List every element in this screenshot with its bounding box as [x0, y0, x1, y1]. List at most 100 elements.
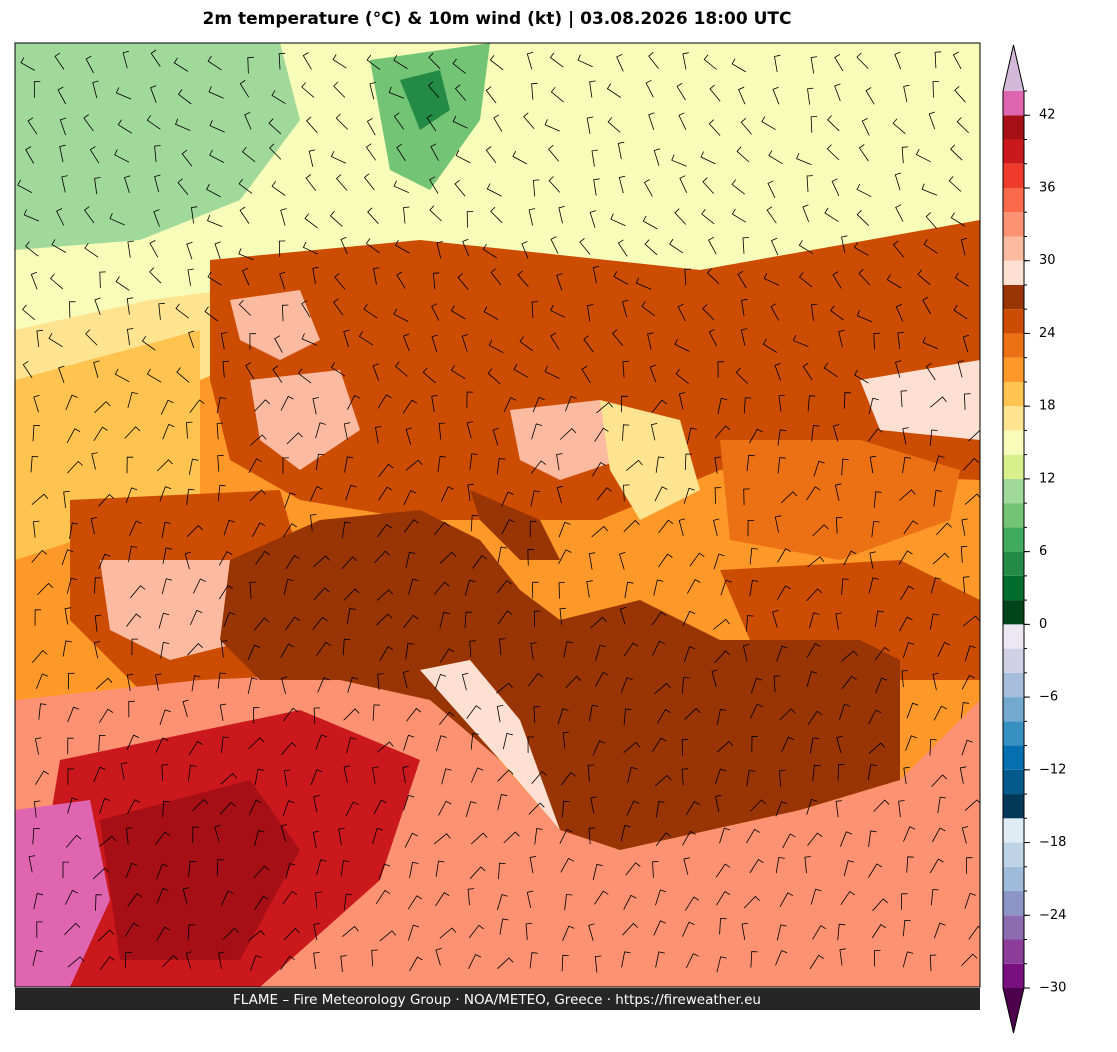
wind-barb	[807, 832, 823, 846]
wind-barb	[376, 613, 393, 626]
wind-barb	[743, 488, 750, 506]
wind-barb	[899, 616, 913, 632]
wind-barb	[376, 523, 392, 538]
wind-barb	[901, 146, 909, 164]
wind-barb	[928, 111, 936, 130]
wind-barb	[588, 827, 596, 845]
wind-barb	[703, 54, 717, 70]
colorbar-tick-label: −12	[1039, 762, 1066, 777]
wind-barb	[806, 175, 814, 192]
wind-barb	[470, 733, 479, 750]
colorbar-band	[1003, 357, 1024, 382]
wind-barb	[810, 888, 822, 905]
wind-barb	[964, 892, 976, 909]
colorbar-band	[1003, 91, 1024, 116]
wind-barb	[715, 794, 722, 813]
wind-barb	[560, 772, 576, 786]
wind-barb	[905, 735, 918, 751]
wind-barb	[963, 393, 971, 410]
wind-barb	[93, 360, 100, 379]
wind-barb	[461, 672, 469, 691]
wind-barb	[923, 239, 938, 254]
wind-barb	[676, 82, 686, 101]
wind-barb	[54, 52, 65, 70]
wind-barb	[773, 675, 781, 693]
wind-barb	[220, 890, 234, 906]
wind-barb	[588, 923, 595, 941]
wind-barb	[531, 301, 539, 318]
wind-barb	[750, 677, 763, 694]
wind-barb	[902, 427, 909, 445]
wind-barb	[854, 369, 869, 384]
wind-barb	[595, 671, 609, 687]
wind-barb	[431, 303, 440, 321]
wind-barb	[345, 484, 357, 501]
colorbar-band	[1003, 333, 1024, 358]
wind-barb	[674, 338, 690, 352]
wind-barb	[468, 924, 484, 939]
wind-barb	[586, 580, 593, 598]
wind-barb	[767, 180, 776, 198]
wind-barb	[834, 83, 841, 102]
colorbar-tick-label: −6	[1039, 690, 1058, 705]
wind-barb	[312, 830, 320, 849]
wind-barb	[826, 144, 840, 161]
wind-barb	[375, 889, 391, 905]
wind-barb	[766, 206, 777, 224]
wind-barb	[617, 239, 628, 257]
north-atlantic-green	[15, 43, 300, 250]
wind-barb	[222, 360, 230, 378]
wind-barb	[65, 394, 78, 411]
wind-barb	[527, 548, 534, 566]
wind-barb	[558, 521, 571, 538]
wind-barb	[961, 518, 968, 536]
wind-barb	[763, 273, 780, 286]
wind-barb	[594, 955, 602, 973]
wind-barb	[922, 336, 938, 350]
wind-barb	[900, 585, 915, 601]
wind-barb	[403, 489, 417, 506]
wind-barb	[93, 766, 106, 783]
wind-barb	[497, 794, 508, 811]
wind-barb	[674, 208, 687, 225]
wind-barb	[247, 677, 258, 694]
wind-barb	[810, 116, 818, 133]
colorbar-band	[1003, 624, 1024, 649]
wind-barb	[62, 640, 72, 657]
wind-barb	[776, 645, 788, 662]
wind-barb	[527, 672, 544, 687]
wind-barb	[409, 956, 423, 972]
wind-barb	[372, 363, 379, 381]
wind-barb	[186, 241, 193, 260]
wind-barb	[641, 301, 655, 317]
wind-barb	[929, 954, 937, 972]
wind-barb	[217, 484, 226, 502]
wind-barb	[901, 893, 908, 910]
wind-barb	[316, 859, 327, 876]
colorbar-band	[1003, 745, 1024, 770]
colorbar-tick-label: 18	[1039, 399, 1056, 414]
wind-barb	[149, 240, 159, 258]
wind-barb	[654, 486, 668, 502]
wind-barb	[450, 365, 466, 380]
wind-barb	[67, 706, 80, 723]
wind-barb	[343, 329, 350, 348]
wind-barb	[678, 392, 686, 410]
wind-barb	[346, 737, 357, 754]
wind-barb	[616, 54, 624, 72]
wind-barb	[25, 241, 39, 257]
wind-barb	[126, 456, 134, 474]
wind-barb	[126, 734, 140, 750]
wind-barb	[778, 394, 785, 412]
wind-barb	[894, 172, 902, 191]
wind-barb	[735, 367, 748, 384]
wind-barb	[468, 953, 482, 970]
wind-barb	[686, 427, 697, 444]
wind-barb	[836, 735, 843, 754]
wind-barb	[875, 677, 888, 694]
colorbar-band	[1003, 769, 1024, 795]
sahara-hotter	[100, 780, 300, 960]
wind-barb	[115, 276, 130, 291]
wind-barb	[483, 306, 499, 320]
wind-barb	[534, 828, 543, 845]
